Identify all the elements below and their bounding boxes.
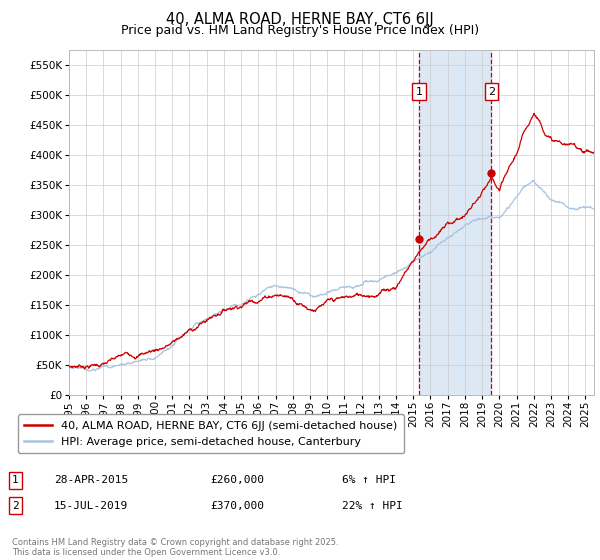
Text: £260,000: £260,000 [210,475,264,486]
Text: 1: 1 [415,87,422,97]
Legend: 40, ALMA ROAD, HERNE BAY, CT6 6JJ (semi-detached house), HPI: Average price, sem: 40, ALMA ROAD, HERNE BAY, CT6 6JJ (semi-… [17,414,404,453]
Text: 40, ALMA ROAD, HERNE BAY, CT6 6JJ: 40, ALMA ROAD, HERNE BAY, CT6 6JJ [166,12,434,27]
Text: Price paid vs. HM Land Registry's House Price Index (HPI): Price paid vs. HM Land Registry's House … [121,24,479,36]
Text: Contains HM Land Registry data © Crown copyright and database right 2025.
This d: Contains HM Land Registry data © Crown c… [12,538,338,557]
Text: 15-JUL-2019: 15-JUL-2019 [54,501,128,511]
Text: 22% ↑ HPI: 22% ↑ HPI [342,501,403,511]
Text: 6% ↑ HPI: 6% ↑ HPI [342,475,396,486]
Text: £370,000: £370,000 [210,501,264,511]
Text: 2: 2 [12,501,19,511]
Text: 1: 1 [12,475,19,486]
Text: 28-APR-2015: 28-APR-2015 [54,475,128,486]
Text: 2: 2 [488,87,495,97]
Bar [419,50,491,395]
